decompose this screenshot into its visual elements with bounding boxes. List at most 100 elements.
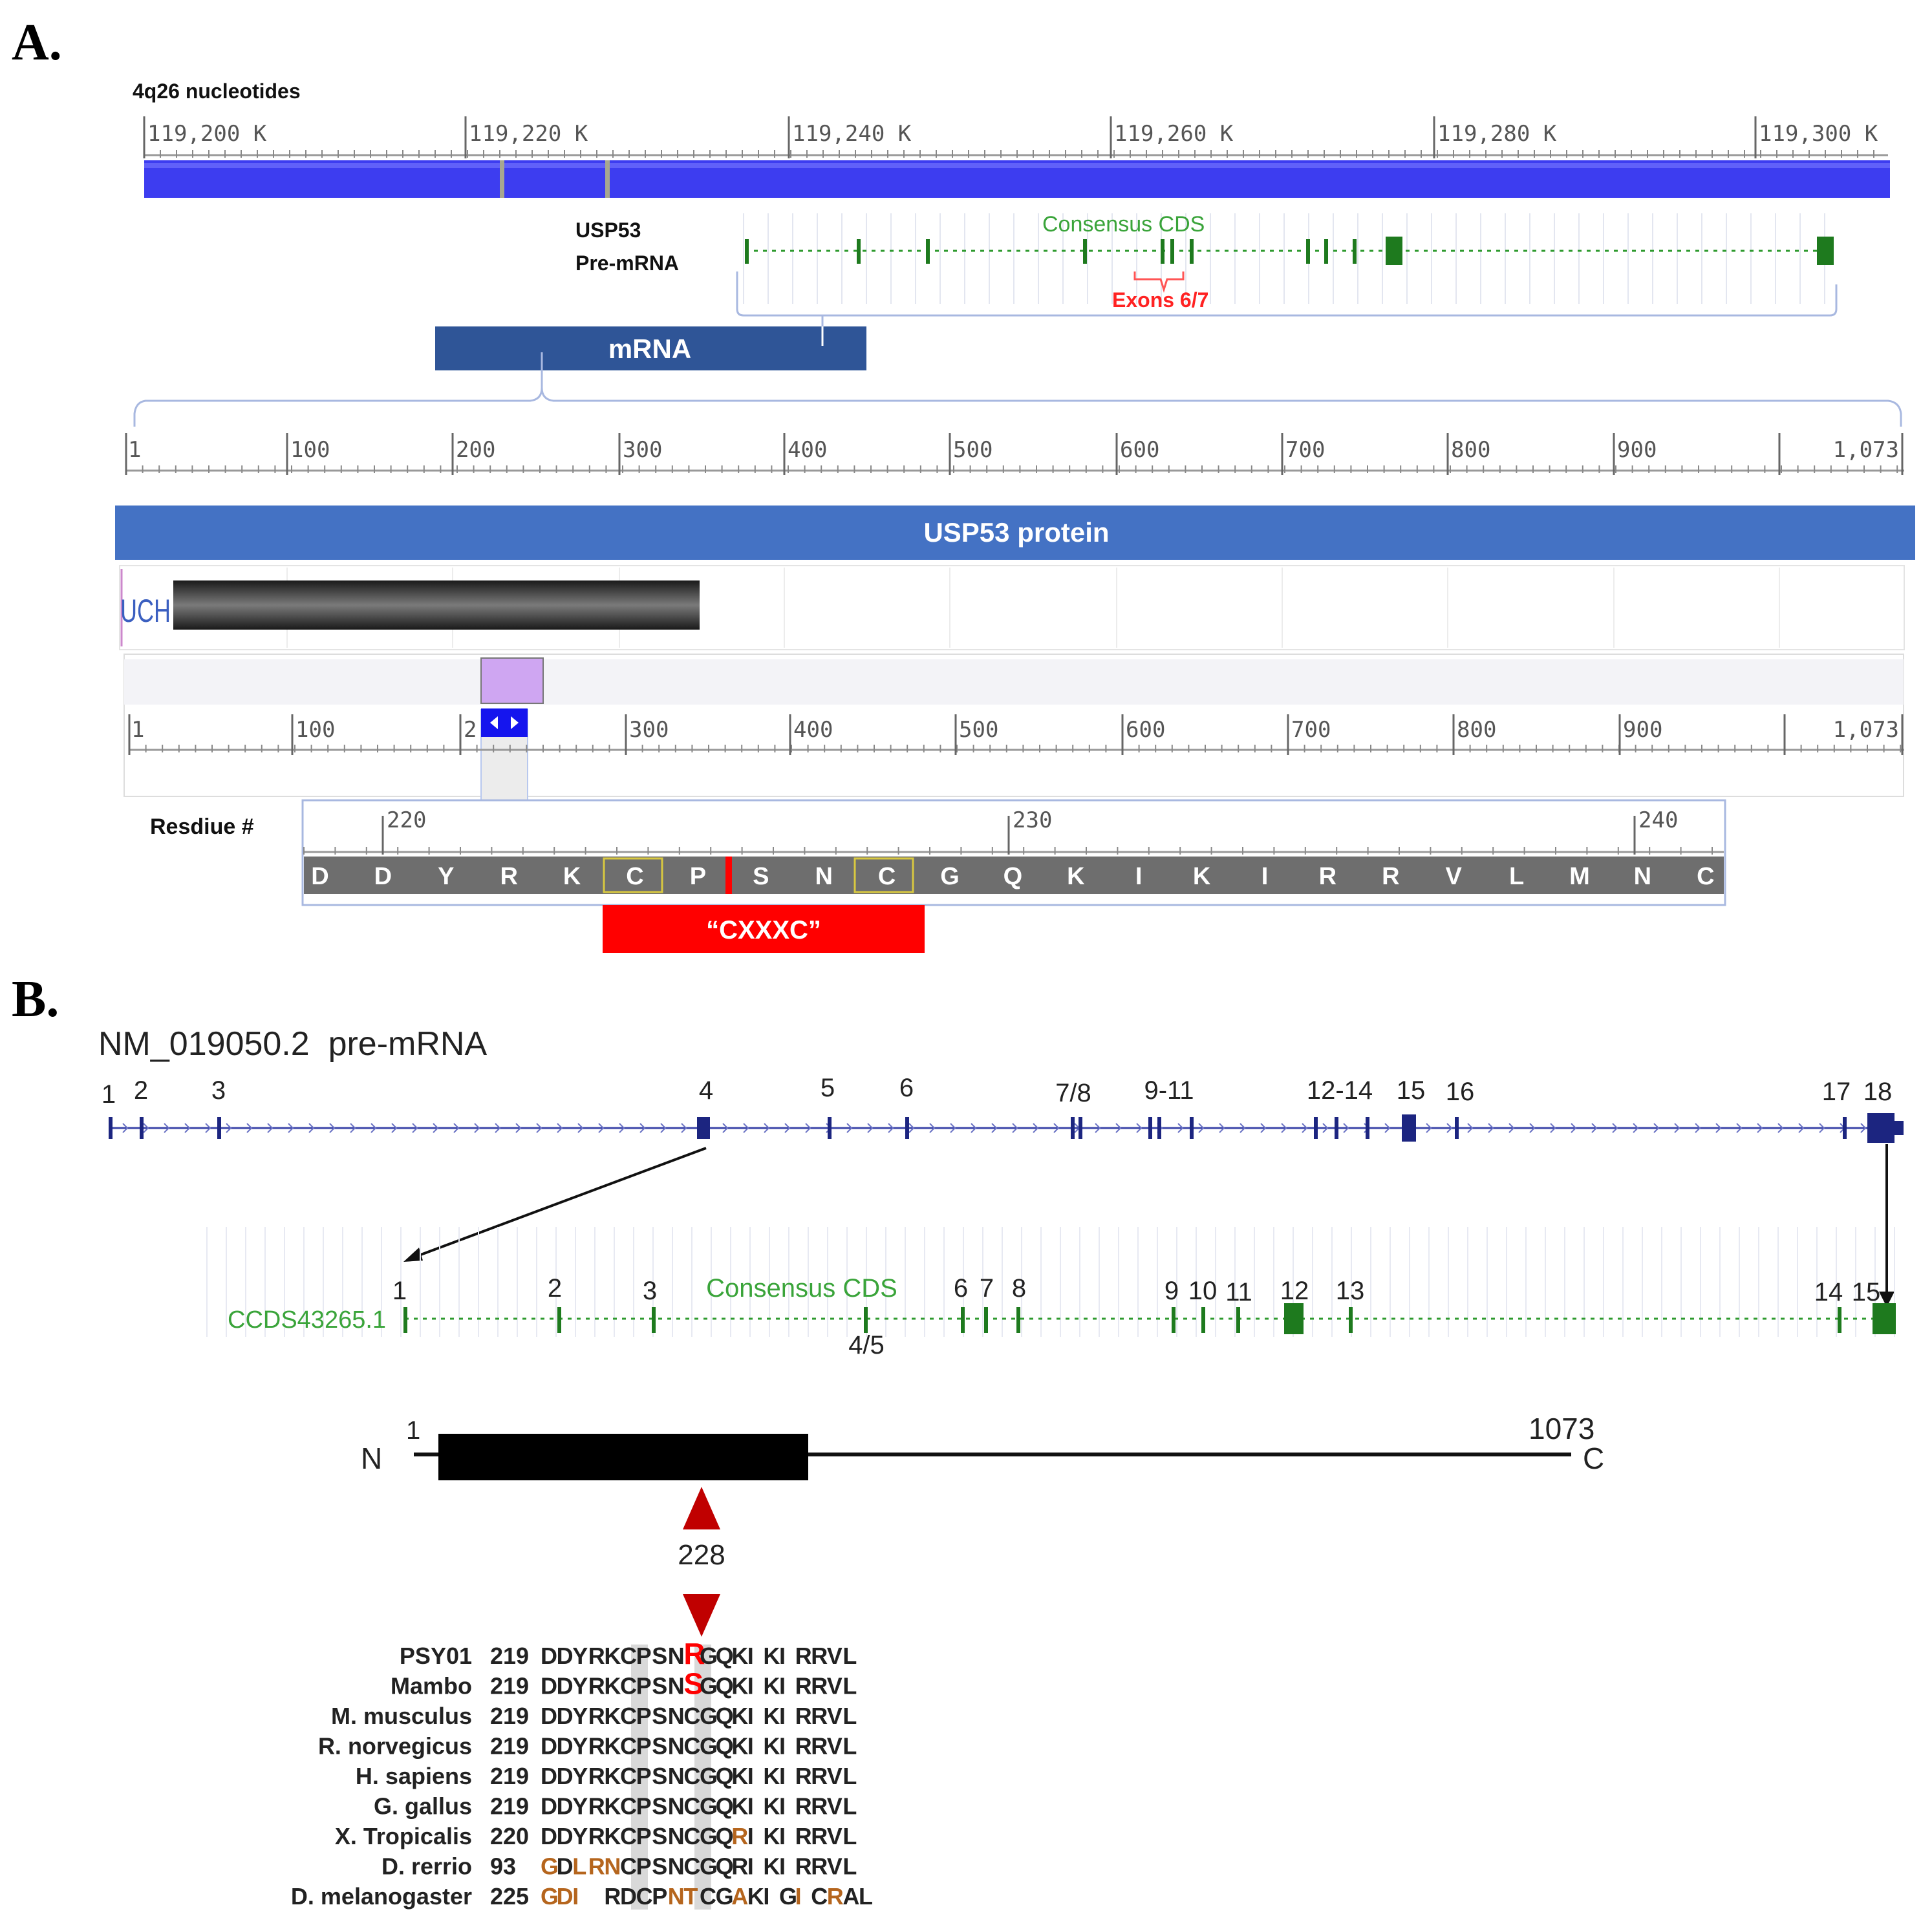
domain-track: UCH: [119, 565, 1905, 650]
protein-tick-label: 900: [1617, 437, 1657, 463]
premrna-track: [109, 1113, 1904, 1143]
exon-number: 4: [699, 1076, 713, 1105]
premrna-exon-block: [1314, 1117, 1318, 1139]
residue-letter: R: [1319, 863, 1336, 890]
exon-number: 5: [821, 1074, 835, 1102]
cds-exon-block: [1161, 239, 1165, 264]
protein-tick-label: 700: [1291, 717, 1331, 743]
cysteine-highlight: [853, 857, 914, 893]
residue-letter: P: [690, 863, 706, 890]
cxxxc-motif-label: “CXXXC”: [706, 916, 821, 944]
gene-label-premrna: Pre-mRNA: [575, 251, 679, 275]
chromosome-band: [500, 160, 504, 198]
cds-exon-block: [1349, 1307, 1353, 1333]
exon-number: 17: [1822, 1078, 1851, 1106]
gene-label-usp53: USP53: [575, 218, 641, 242]
protein-tick-label: 700: [1285, 437, 1325, 463]
chromosome-band: [605, 160, 610, 198]
exon-number: 2: [548, 1274, 562, 1303]
cds-exon-block: [1190, 239, 1194, 264]
cds-exon-block: [1083, 239, 1087, 264]
protein-tick-label: 1,073: [1833, 717, 1899, 743]
exon-number: 15: [1852, 1278, 1881, 1306]
cds-exon-block: [1201, 1307, 1205, 1333]
exon-number: 1: [392, 1277, 407, 1305]
exon-number: 15: [1397, 1076, 1426, 1105]
mutation-position: 228: [678, 1539, 725, 1571]
residue-letter: L: [1509, 863, 1524, 890]
conserved-column-highlight: [694, 1645, 711, 1910]
exon-number: 16: [1446, 1078, 1475, 1106]
residue-letter: R: [1382, 863, 1399, 890]
protein-ruler-1: 1 100 200 300 400 500 600 700 800 900 1,…: [125, 433, 1904, 475]
usp53-protein-bar: [115, 506, 1915, 560]
residue-letter: C: [626, 863, 643, 890]
cds-exon-block: [864, 1307, 868, 1333]
exon-number: 10: [1188, 1277, 1218, 1305]
protein-tick-label: 400: [793, 717, 833, 743]
alignment-sequence: DDYRKCPSNCGQKI KI RRVL: [541, 1703, 857, 1729]
c-terminus-label: C: [1583, 1442, 1604, 1475]
premrna-exon-block: [905, 1117, 909, 1139]
exon-number-4-5: 4/5: [848, 1331, 885, 1359]
cds-exon-block: [926, 239, 930, 264]
residue-tick-label: 230: [1013, 807, 1052, 833]
protein-tick-label: 800: [1457, 717, 1496, 743]
premrna-exon-block: [1402, 1114, 1416, 1142]
residue-letter: D: [374, 863, 392, 890]
residue-tick-label: 220: [387, 807, 426, 833]
alignment-start: 219: [490, 1673, 529, 1699]
exon-number: 3: [211, 1076, 226, 1105]
protein-tick-label: 1: [131, 717, 144, 743]
alignment-start: 219: [490, 1793, 529, 1820]
premrna-exon-block: [1148, 1117, 1152, 1139]
consensus-cds-track-b: 1 2 3 Consensus CDS 6 7 8 9 10 11 12 13 …: [206, 1227, 1896, 1359]
alignment-species: PSY01: [400, 1643, 472, 1669]
premrna-exon-block: [1157, 1117, 1161, 1139]
cds-exon-block: [1236, 1307, 1240, 1333]
protein-tick-label: 200: [456, 437, 495, 463]
exons-6-7-label: Exons 6/7: [1112, 288, 1208, 312]
protein-tick-label: 900: [1623, 717, 1662, 743]
alignment-start: 93: [490, 1853, 516, 1880]
alignment-species: H. sapiens: [356, 1763, 472, 1789]
cds-exon-block: [1353, 239, 1357, 264]
premrna-exon-block: [1893, 1121, 1904, 1135]
uch-domain-label: UCH: [120, 593, 171, 629]
cds-exon-block: [961, 1307, 965, 1333]
protein-tick-label: 1,073: [1833, 437, 1899, 463]
protein-tick-label: 1: [128, 437, 141, 463]
premrna-exon-block: [217, 1117, 221, 1139]
alignment-sequence: DDYRKCPSNCGQKI KI RRVL: [541, 1733, 857, 1760]
alignment-species: X. Tropicalis: [335, 1823, 472, 1849]
mrna-box: [435, 326, 866, 370]
premrna-exon-block: [1843, 1117, 1847, 1139]
track-label-4q26: 4q26 nucleotides: [133, 80, 301, 103]
exon-number: 7/8: [1055, 1079, 1091, 1107]
exon-number: 18: [1863, 1078, 1893, 1106]
alignment-sequence: DDYRKCPSNCGQKI KI RRVL: [541, 1763, 857, 1789]
alignment-start: 219: [490, 1643, 529, 1669]
cds-exon-block: [652, 1307, 656, 1333]
genomic-ruler: 119,200 K 119,220 K 119,240 K 119,260 K …: [143, 116, 1888, 158]
connector-arrows: [403, 1144, 1894, 1307]
premrna-exon-block: [140, 1117, 144, 1139]
premrna-exon-block: [697, 1117, 710, 1139]
premrna-exon-labels: 1 2 3 4 5 6 7/8 9-11 12-14 15 16 17 18: [102, 1074, 1892, 1109]
cds-exon-block: [1324, 239, 1328, 264]
premrna-exon-block: [1455, 1117, 1459, 1139]
exon-number: 14: [1814, 1278, 1843, 1306]
alignment-species: G. gallus: [374, 1793, 472, 1820]
protein-ruler-2: 1 100 2 300 400 500 600 700 800 900 1,07…: [128, 714, 1904, 755]
consensus-cds-track-a: Consensus CDS Exons 6/7: [736, 212, 1838, 346]
cds-exon-block: [984, 1307, 988, 1333]
alignment-start: 219: [490, 1703, 529, 1729]
cds-exon-block: [403, 1307, 407, 1333]
exon-number: 11: [1225, 1278, 1252, 1306]
uch-domain-bar: [173, 580, 700, 630]
premrna-exon-block: [1190, 1117, 1194, 1139]
alignment-species: D. melanogaster: [291, 1883, 472, 1910]
residue-letter: G: [940, 863, 960, 890]
alignment-sequence: DDYRKCPSNCGQRI KI RRVL: [541, 1823, 857, 1849]
consensus-cds-label: Consensus CDS: [706, 1274, 897, 1303]
